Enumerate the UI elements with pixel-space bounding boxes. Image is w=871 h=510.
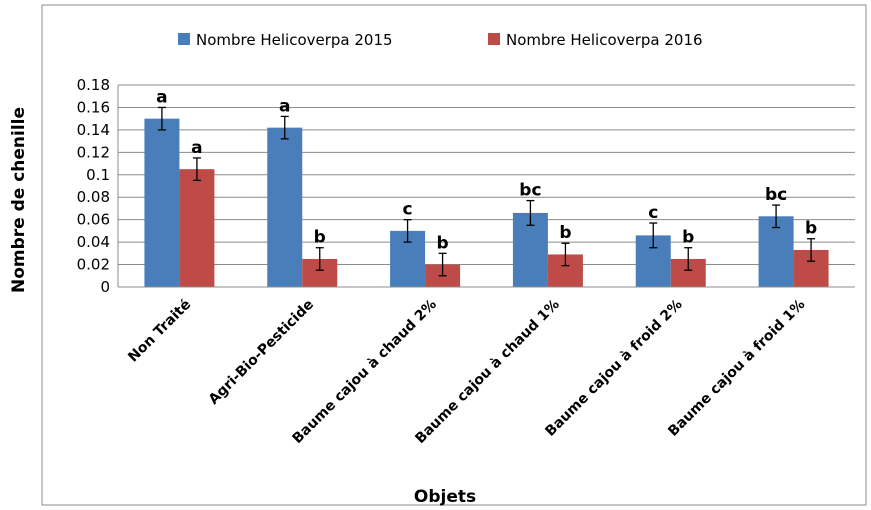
y-tick-label: 0.16 xyxy=(77,98,110,116)
y-tick-label: 0.04 xyxy=(77,233,110,251)
bar xyxy=(179,169,215,287)
legend-swatch xyxy=(178,33,190,45)
y-tick-label: 0.1 xyxy=(86,166,110,184)
bar xyxy=(144,118,180,288)
bar xyxy=(267,127,303,288)
significance-letter: b xyxy=(805,219,817,239)
y-tick-label: 0 xyxy=(100,278,110,296)
y-tick-label: 0.14 xyxy=(77,121,110,139)
x-axis-title: Objets xyxy=(414,487,476,507)
significance-letter: b xyxy=(682,228,694,248)
significance-letter: b xyxy=(314,228,326,248)
significance-letter: c xyxy=(403,200,413,220)
significance-letter: a xyxy=(279,96,290,116)
significance-letter: b xyxy=(436,233,448,253)
y-tick-label: 0.02 xyxy=(77,256,110,274)
y-tick-label: 0.18 xyxy=(77,76,110,94)
y-tick-label: 0.08 xyxy=(77,188,110,206)
significance-letter: b xyxy=(559,223,571,243)
y-tick-label: 0.12 xyxy=(77,143,110,161)
significance-letter: bc xyxy=(519,181,541,201)
y-tick-label: 0.06 xyxy=(77,211,110,229)
significance-letter: a xyxy=(191,138,202,158)
legend-swatch xyxy=(488,33,500,45)
significance-letter: a xyxy=(156,87,167,107)
significance-letter: bc xyxy=(765,185,787,205)
y-axis-title: Nombre de chenille xyxy=(9,107,29,293)
legend-label: Nombre Helicoverpa 2015 xyxy=(196,31,393,49)
significance-letter: c xyxy=(648,203,658,223)
legend-label: Nombre Helicoverpa 2016 xyxy=(506,31,703,49)
